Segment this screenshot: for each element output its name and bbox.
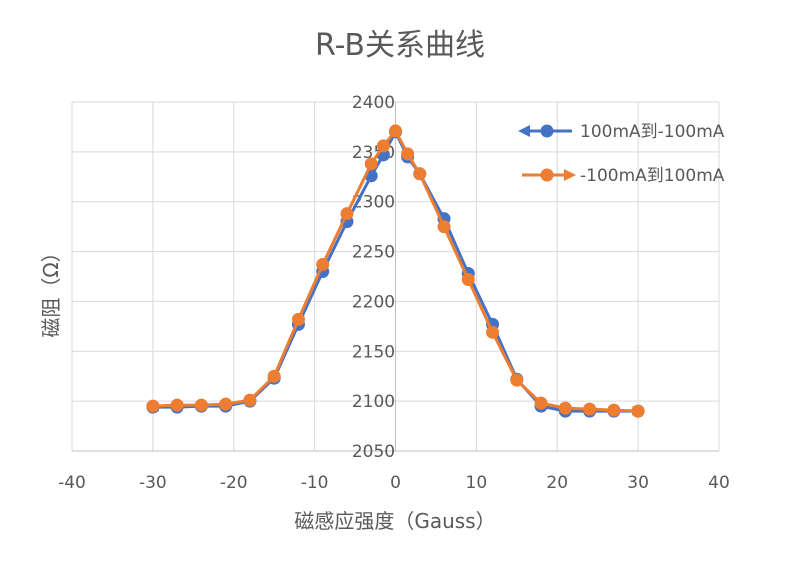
legend-label: 100mA到-100mA <box>580 122 725 142</box>
data-point <box>401 147 415 161</box>
series-layer <box>146 124 645 418</box>
data-point <box>243 393 257 407</box>
data-point <box>376 139 390 153</box>
y-axis-title: 磁阻（Ω） <box>39 242 63 337</box>
data-point <box>437 220 451 234</box>
data-point <box>364 157 378 171</box>
legend-item-2: -100mA到100mA <box>522 166 725 186</box>
legend-item-1: 100mA到-100mA <box>518 122 725 142</box>
y-tick-label: 2150 <box>352 342 395 362</box>
data-point <box>291 312 305 326</box>
legend-arrow <box>564 169 576 181</box>
data-point <box>631 404 645 418</box>
data-point <box>267 369 281 383</box>
chart-title: R-B关系曲线 <box>315 28 485 63</box>
data-point <box>413 167 427 181</box>
x-tick-label: -30 <box>139 473 167 493</box>
x-tick-label: 40 <box>708 473 730 493</box>
data-point <box>219 397 233 411</box>
data-point <box>558 401 572 415</box>
gridlines <box>71 101 720 452</box>
data-point <box>461 272 475 286</box>
data-point <box>486 325 500 339</box>
data-point <box>316 258 330 272</box>
legend: 100mA到-100mA -100mA到100mA <box>518 122 725 186</box>
data-point <box>510 373 524 387</box>
y-tick-label: 2200 <box>352 292 395 312</box>
legend-marker <box>540 124 554 138</box>
data-point <box>170 398 184 412</box>
x-tick-label: 10 <box>466 473 488 493</box>
y-tick-label: 2300 <box>352 193 395 213</box>
x-tick-label: 20 <box>546 473 568 493</box>
y-tick-label: 2250 <box>352 243 395 263</box>
data-point <box>340 207 354 221</box>
x-tick-label: -10 <box>301 473 329 493</box>
series-2 <box>146 124 645 418</box>
x-tick-label: -40 <box>58 473 86 493</box>
x-tick-label: -20 <box>220 473 248 493</box>
x-tick-label: 0 <box>390 473 401 493</box>
data-point <box>607 403 621 417</box>
data-point <box>146 399 160 413</box>
legend-label: -100mA到100mA <box>580 166 725 186</box>
x-axis-ticks: -40 -30 -20 -10 0 10 20 30 40 <box>58 473 730 493</box>
x-tick-label: 30 <box>627 473 649 493</box>
data-point <box>534 396 548 410</box>
data-point <box>389 124 402 138</box>
y-tick-label: 2050 <box>352 442 395 462</box>
y-tick-label: 2400 <box>352 93 395 113</box>
data-point <box>583 402 597 416</box>
y-tick-label: 2100 <box>352 392 395 412</box>
legend-arrow <box>518 125 530 137</box>
data-point <box>194 398 208 412</box>
x-axis-title: 磁感应强度（Gauss） <box>294 509 495 533</box>
legend-marker <box>540 168 554 182</box>
